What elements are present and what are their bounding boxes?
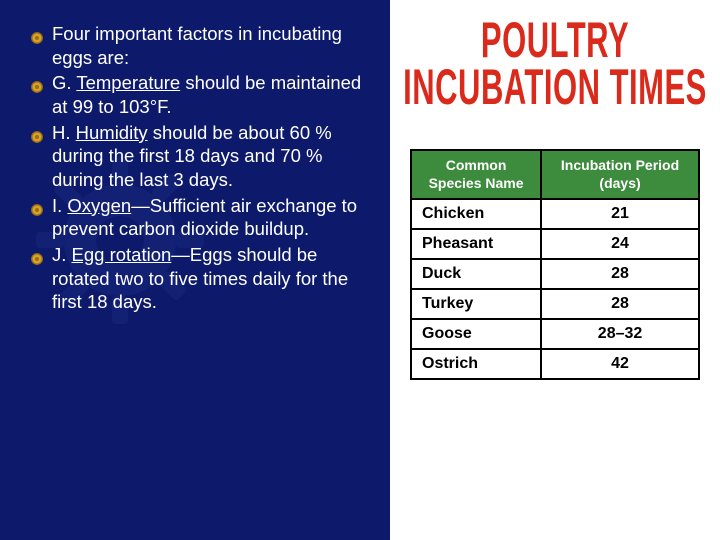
table-row: Chicken21 [411,199,699,229]
bullet-prefix: J. [52,244,72,265]
table-row: Duck28 [411,259,699,289]
table-row: Pheasant24 [411,229,699,259]
left-panel: Four important factors in incubating egg… [0,0,390,540]
cell-species: Pheasant [411,229,541,259]
header-text: Species Name [429,175,524,191]
bullet-icon [30,76,44,90]
title-block: POULTRY INCUBATION TIMES [390,0,720,135]
bullet-rest: Four important factors in incubating egg… [52,23,342,68]
table-header-row: Common Species Name Incubation Period (d… [411,150,699,199]
cell-species: Chicken [411,199,541,229]
table-row: Turkey28 [411,289,699,319]
bullet-item: I. Oxygen—Sufficient air exchange to pre… [30,194,378,241]
bullet-item: G. Temperature should be maintained at 9… [30,71,378,118]
cell-days: 24 [541,229,699,259]
bullet-text: I. Oxygen—Sufficient air exchange to pre… [52,194,378,241]
bullet-text: Four important factors in incubating egg… [52,22,378,69]
cell-species: Goose [411,319,541,349]
bullet-key: Temperature [76,72,180,93]
bullet-text: G. Temperature should be maintained at 9… [52,71,378,118]
bullet-icon [30,126,44,140]
cell-days: 42 [541,349,699,379]
table-row: Ostrich42 [411,349,699,379]
bullet-text: J. Egg rotation—Eggs should be rotated t… [52,243,378,314]
bullet-key: Humidity [76,122,148,143]
cell-days: 21 [541,199,699,229]
header-text: Common [446,157,507,173]
bullet-key: Egg rotation [72,244,172,265]
bullet-icon [30,27,44,41]
bullet-item: J. Egg rotation—Eggs should be rotated t… [30,243,378,314]
title-line-2: INCUBATION TIMES [400,51,710,125]
header-text: (days) [599,175,640,191]
cell-days: 28–32 [541,319,699,349]
table-row: Goose28–32 [411,319,699,349]
cell-species: Turkey [411,289,541,319]
bullet-key: Oxygen [67,195,131,216]
right-panel: POULTRY INCUBATION TIMES Common Species … [390,0,720,540]
bullet-text: H. Humidity should be about 60 % during … [52,121,378,192]
cell-species: Duck [411,259,541,289]
bullet-item: H. Humidity should be about 60 % during … [30,121,378,192]
bullet-icon [30,248,44,262]
cell-days: 28 [541,289,699,319]
bullet-item: Four important factors in incubating egg… [30,22,378,69]
col-header-species: Common Species Name [411,150,541,199]
bullet-prefix: H. [52,122,76,143]
bullet-prefix: G. [52,72,76,93]
slide: Four important factors in incubating egg… [0,0,720,540]
bullet-list: Four important factors in incubating egg… [30,22,378,314]
cell-days: 28 [541,259,699,289]
header-text: Incubation Period [561,157,679,173]
bullet-prefix: I. [52,195,67,216]
bullet-icon [30,199,44,213]
incubation-table: Common Species Name Incubation Period (d… [410,149,700,380]
table-body: Chicken21Pheasant24Duck28Turkey28Goose28… [411,199,699,379]
col-header-period: Incubation Period (days) [541,150,699,199]
cell-species: Ostrich [411,349,541,379]
